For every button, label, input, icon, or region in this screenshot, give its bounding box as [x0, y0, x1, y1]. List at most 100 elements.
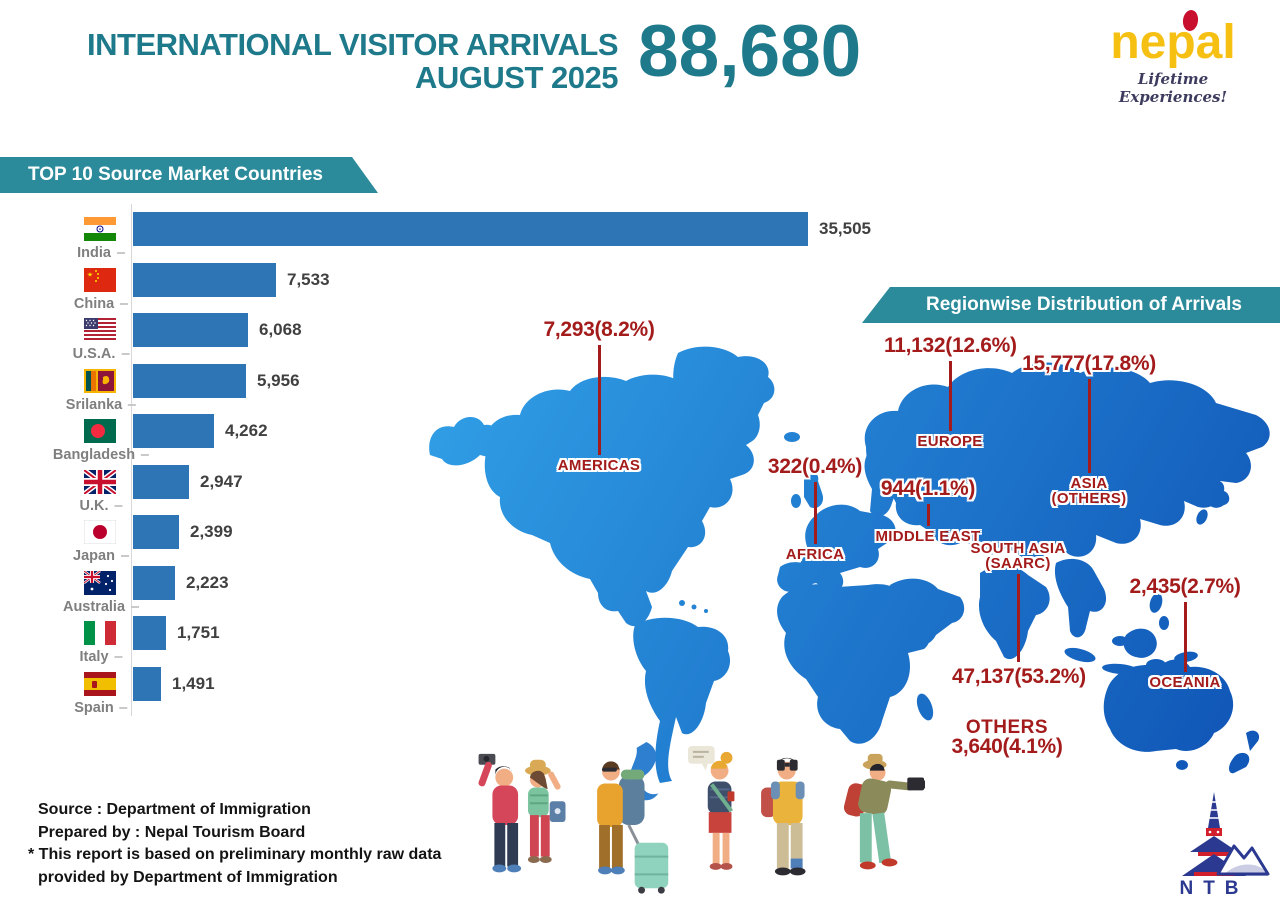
country-label: Australia [63, 599, 139, 615]
region-value: 322(0.4%) [767, 455, 863, 478]
country-label: U.K. [80, 498, 123, 514]
bar-value: 35,505 [819, 219, 871, 238]
flag-italy-icon: Italy [79, 616, 118, 665]
flag-srilanka-icon: Srilanka [66, 364, 122, 413]
bar-value: 7,533 [287, 269, 330, 289]
region-value: 15,777(17.8%) [1022, 352, 1156, 375]
region-name: AFRICA [785, 546, 845, 563]
region-value: 7,293(8.2%) [543, 318, 655, 341]
tourist-photographer [843, 753, 925, 870]
flag-australia-icon: Australia [63, 566, 125, 615]
bar-row-australia: Australia 2,223 [63, 565, 904, 615]
bar-row-uk: U.K. 2,947 [80, 464, 904, 514]
callout-line [813, 482, 817, 544]
bar-japan [133, 515, 179, 549]
nepal-logo-tagline: Lifetime Experiences! [1118, 70, 1228, 106]
region-value: 3,640(4.1%) [951, 735, 1063, 758]
country-label: Italy [79, 649, 122, 665]
source-line: Source : Department of Immigration [38, 801, 311, 818]
bar-value: 2,399 [190, 522, 233, 541]
bar-china [133, 262, 276, 297]
region-south-asia: SOUTH ASIA (SAARC) 47,137(53.2%) [952, 540, 1086, 689]
bar-row-italy: Italy 1,751 [79, 616, 904, 665]
tourist-phone-woman [687, 745, 735, 870]
bar-row-china: China 7,533 [74, 262, 904, 312]
bar-row-india: India 35,505 [77, 212, 904, 261]
footer-notes: Source : Department of Immigration Prepa… [28, 799, 441, 889]
flag-bangladesh-icon: Bangladesh [53, 414, 135, 463]
region-name: ASIA (OTHERS) [1051, 475, 1127, 507]
region-value: 2,435(2.7%) [1129, 575, 1241, 598]
callout-line [926, 504, 930, 526]
bar-value: 2,223 [186, 572, 229, 592]
bar-value: 2,947 [200, 471, 243, 491]
region-name: AMERICAS [557, 457, 641, 474]
region-name: SOUTH ASIA (SAARC) [970, 540, 1066, 572]
bar-italy [133, 616, 166, 650]
bar-usa [133, 313, 248, 347]
regionwise-banner: Regionwise Distribution of Arrivals [862, 287, 1280, 323]
country-label: U.S.A. [73, 346, 130, 362]
top10-banner: TOP 10 Source Market Countries [0, 157, 378, 193]
region-value: 944(1.1%) [880, 477, 976, 500]
country-label: Bangladesh [53, 447, 149, 463]
region-americas: 7,293(8.2%) AMERICAS [533, 318, 665, 473]
flag-spain-icon: Spain [74, 667, 118, 716]
bar-uk [133, 464, 189, 499]
country-label: India [77, 245, 125, 261]
country-label: Spain [74, 700, 127, 716]
callout-line [1087, 379, 1091, 473]
nepal-tourism-logo: nepal Lifetime Experiences! [1093, 9, 1253, 106]
region-name: OTHERS [965, 717, 1049, 738]
flag-uk-icon: U.K. [80, 465, 118, 514]
note-line-1: * This report is based on preliminary mo… [28, 846, 442, 863]
flag-japan-icon: Japan [73, 515, 118, 564]
region-name: MIDDLE EAST [875, 528, 981, 545]
note-line-2: provided by Department of Immigration [38, 868, 338, 886]
callout-line [1183, 602, 1187, 672]
region-value: 47,137(53.2%) [952, 665, 1086, 688]
region-others: OTHERS 3,640(4.1%) [944, 717, 1070, 759]
bar-value: 4,262 [225, 421, 268, 440]
nepal-logo-wordmark: nepal [1110, 9, 1236, 69]
callout-line [948, 361, 952, 431]
bar-value: 1,491 [172, 673, 215, 693]
nepal-logo-text: nepal [1110, 16, 1236, 69]
title-line1: INTERNATIONAL VISITOR ARRIVALS [87, 27, 618, 62]
bar-row-srilanka: Srilanka 5,956 [66, 363, 904, 413]
bar-value: 6,068 [259, 320, 302, 339]
country-label: Srilanka [66, 397, 136, 413]
title-line2: AUGUST 2025 [415, 60, 618, 95]
country-label: China [74, 296, 128, 312]
ntb-logo: NTB [1179, 792, 1270, 899]
region-asia-others: 15,777(17.8%) ASIA (OTHERS) [1022, 352, 1156, 506]
tourists-illustration [478, 742, 925, 894]
ntb-pagoda-icon [1182, 792, 1270, 876]
bar-row-bangladesh: Bangladesh 4,262 [53, 414, 904, 463]
region-europe: 11,132(12.6%) EUROPE [884, 334, 1017, 450]
bar-value: 1,751 [177, 623, 220, 642]
ntb-logo-text: NTB [1179, 878, 1248, 899]
bar-row-japan: Japan 2,399 [73, 515, 904, 564]
tourist-selfie-couple [478, 753, 566, 873]
world-map [429, 346, 1270, 783]
bar-bangladesh [133, 414, 214, 448]
flag-china-icon: China [74, 263, 118, 312]
tourist-binoculars-man [761, 757, 806, 876]
bar-spain [133, 666, 161, 701]
bar-srilanka [133, 363, 246, 398]
callout-line [597, 345, 601, 455]
bar-value: 5,956 [257, 370, 300, 390]
region-middle-east: 944(1.1%) MIDDLE EAST [867, 477, 989, 544]
flag-usa-icon: U.S.A. [73, 313, 118, 362]
bar-row-spain: Spain 1,491 [74, 666, 904, 716]
region-name: OCEANIA [1149, 674, 1221, 691]
region-name: EUROPE [917, 433, 983, 450]
total-arrivals-value: 88,680 [638, 11, 862, 92]
top10-bar-chart: India 35,505 China 7,533 U.S.A. 6,068 [53, 212, 904, 717]
page-title: INTERNATIONAL VISITOR ARRIVALS AUGUST 20… [30, 28, 618, 94]
region-oceania: 2,435(2.7%) OCEANIA [1118, 575, 1252, 690]
prepared-by-line: Prepared by : Nepal Tourism Board [38, 823, 306, 841]
bar-australia [133, 565, 175, 600]
